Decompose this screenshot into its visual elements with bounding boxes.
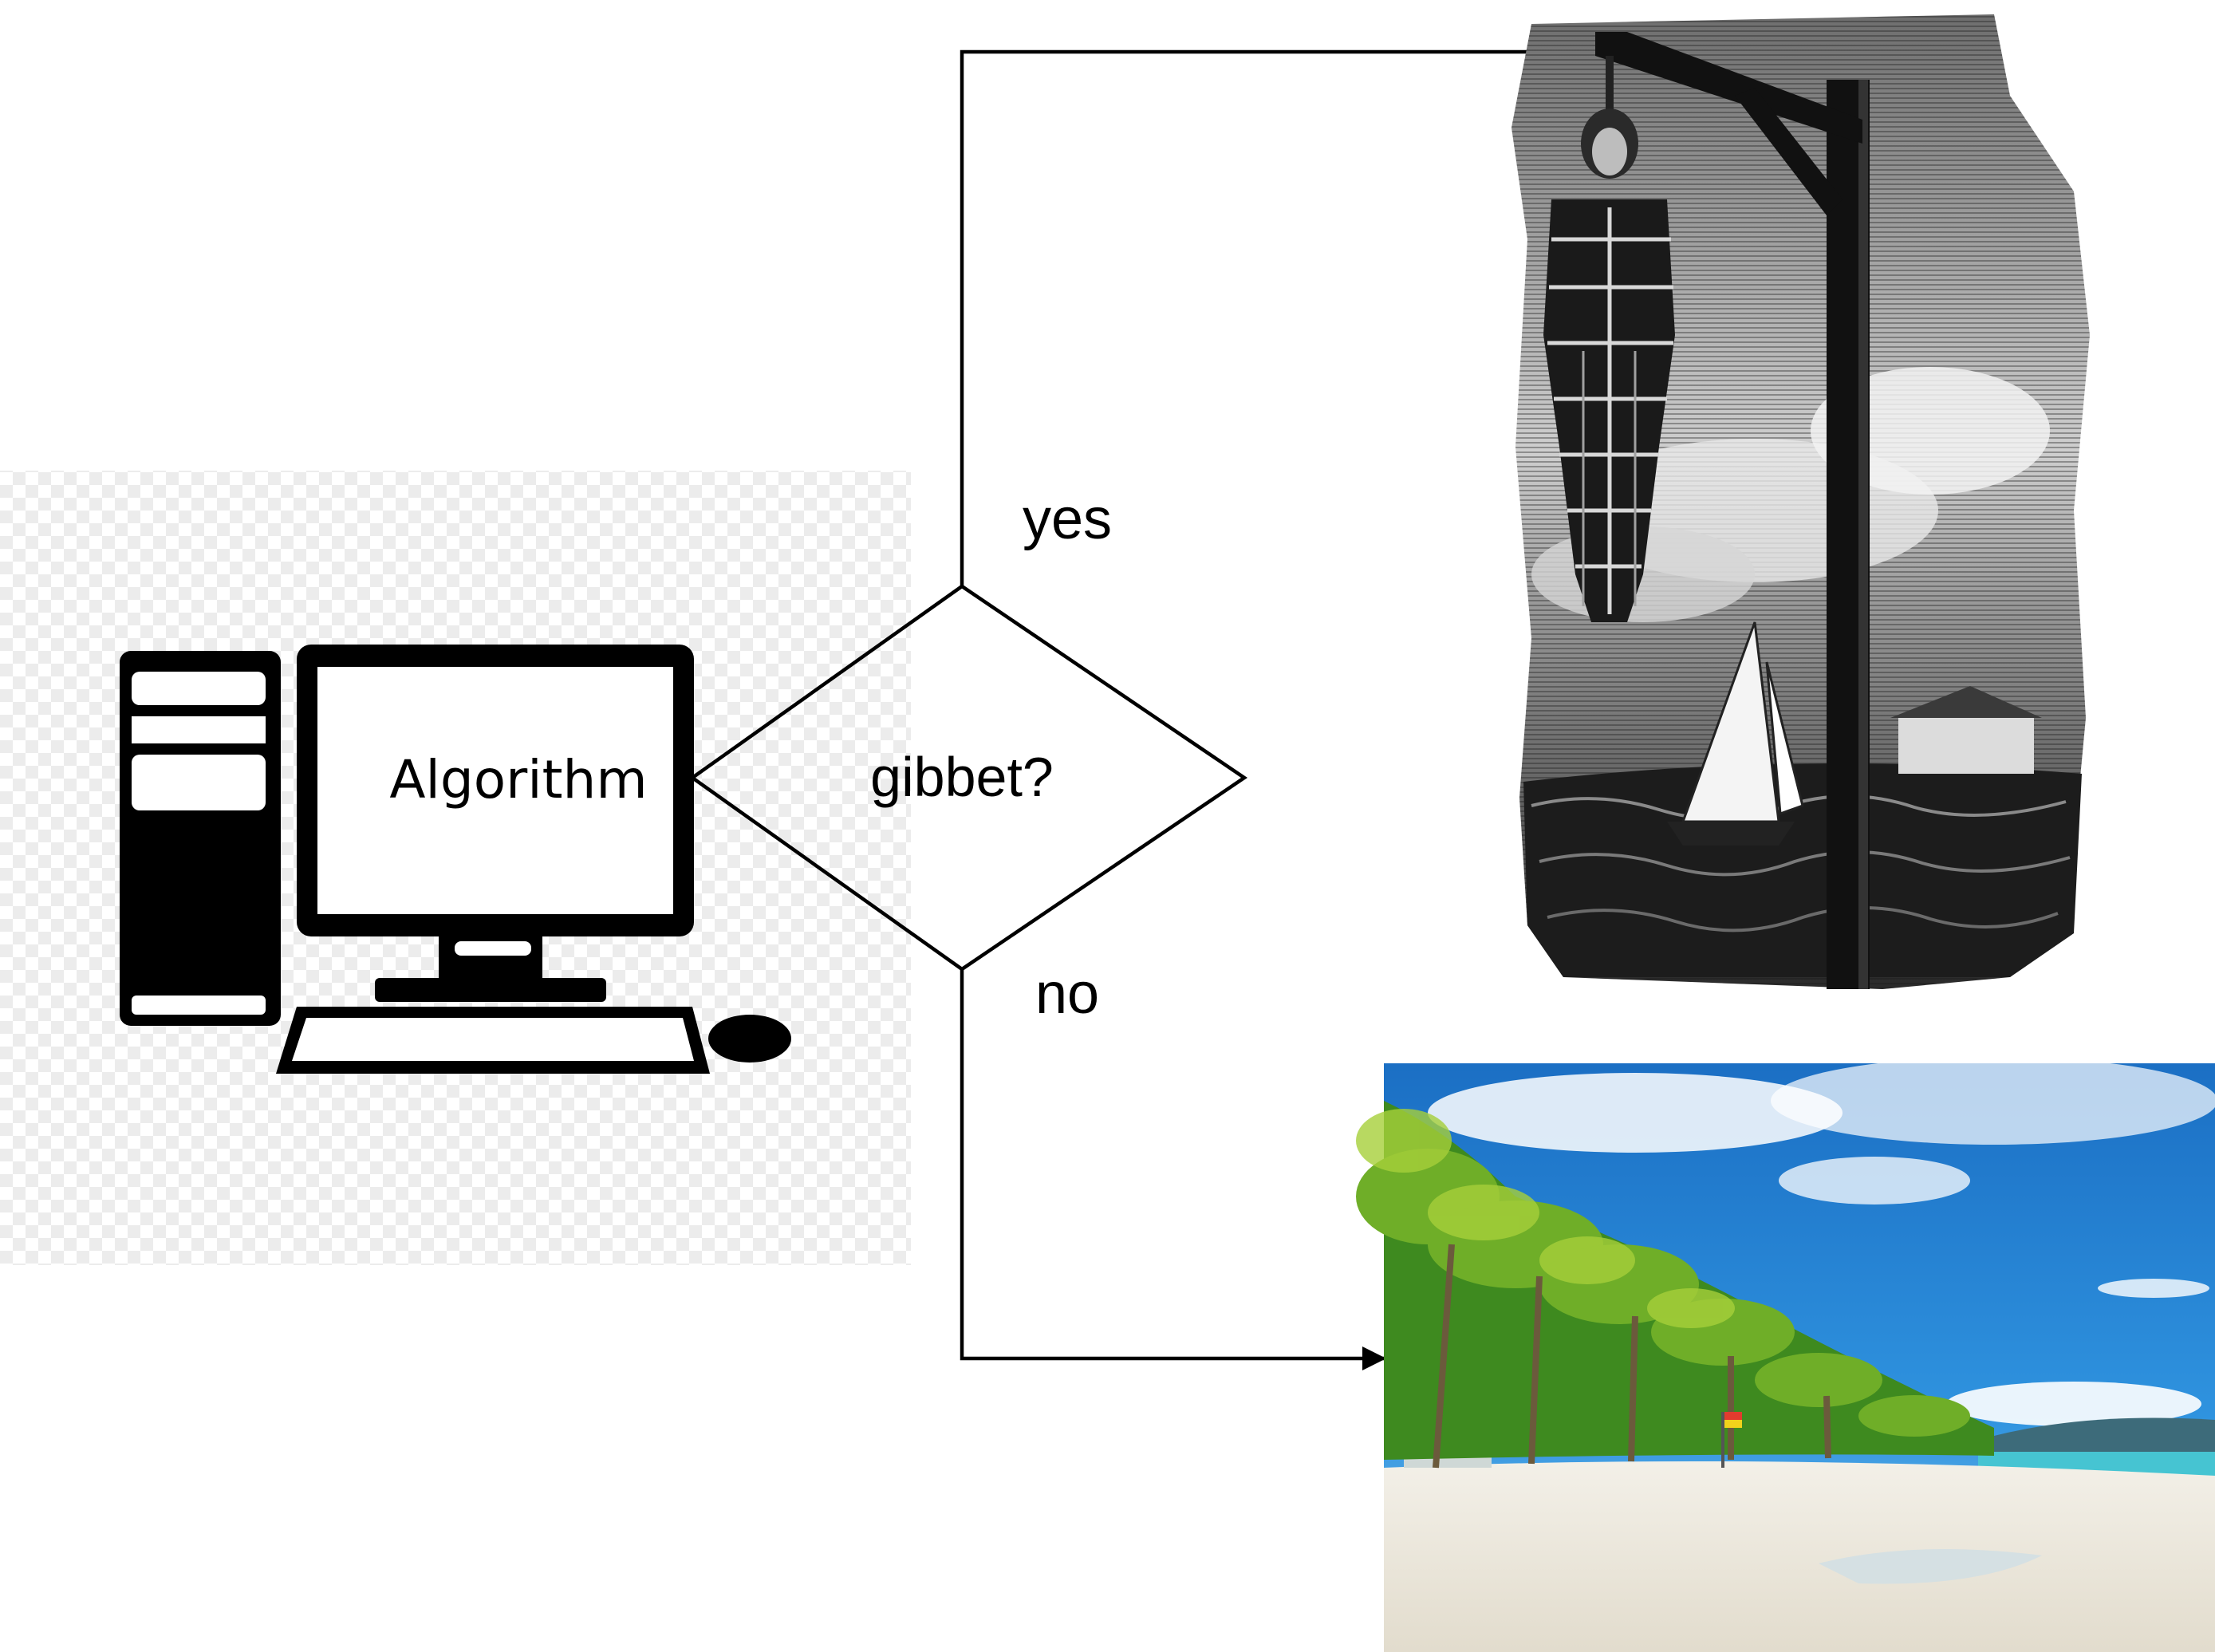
yes-arrow (960, 48, 1585, 586)
no-arrow (960, 969, 1385, 1362)
decision-label: gibbet? (870, 746, 1054, 808)
algorithm-label: Algorithm (389, 749, 647, 810)
flow-lines (689, 48, 1585, 1362)
no-label: no (1035, 962, 1099, 1026)
computer-icon (120, 645, 791, 1074)
gibbet-engraving (1511, 14, 2090, 989)
yes-label: yes (1023, 487, 1112, 551)
no-arrowhead (1362, 1346, 1386, 1370)
tropical-beach-photo (1356, 1057, 2215, 1652)
